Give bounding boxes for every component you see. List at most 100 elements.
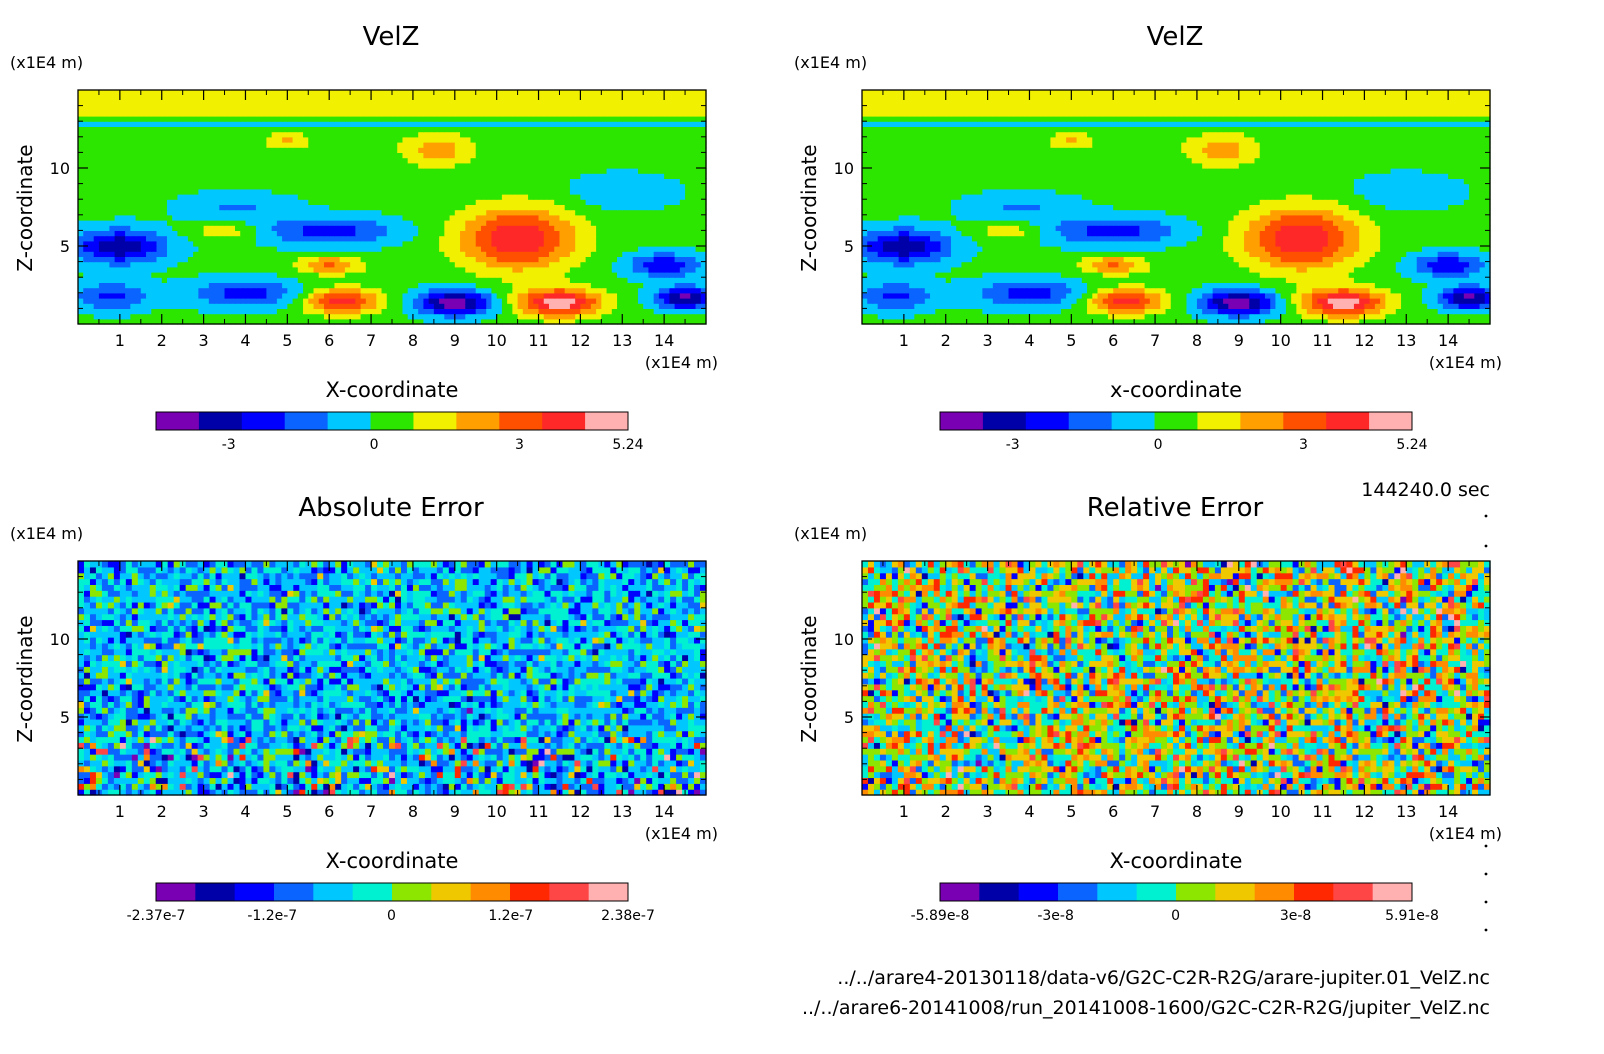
heatmap-cell [261, 199, 267, 205]
heatmap-cell [559, 178, 566, 185]
heatmap-cell [685, 277, 691, 283]
heatmap-cell [674, 188, 681, 195]
heatmap-cell [119, 116, 126, 122]
heatmap-cell [585, 116, 592, 122]
heatmap-cell [528, 266, 534, 273]
heatmap-cell [203, 287, 210, 294]
heatmap-cell [632, 292, 639, 299]
heatmap-cell [480, 318, 487, 325]
heatmap-cell [313, 318, 320, 325]
heatmap-cell [282, 214, 288, 221]
heatmap-cell [585, 214, 592, 221]
heatmap-cell [350, 209, 356, 216]
heatmap-cell [119, 266, 126, 273]
heatmap-cell [344, 298, 351, 304]
heatmap-cell [119, 183, 126, 190]
heatmap-cell [685, 121, 691, 127]
heatmap-cell [679, 157, 686, 164]
heatmap-cell [407, 282, 414, 289]
heatmap-cell [282, 246, 288, 252]
heatmap-cell [486, 162, 493, 169]
heatmap-cell [224, 313, 231, 320]
heatmap-cell [470, 126, 477, 133]
heatmap-cell [549, 318, 555, 325]
heatmap-cell [533, 152, 540, 159]
heatmap-cell [543, 204, 550, 211]
heatmap-cell [637, 142, 644, 148]
heatmap-cell [465, 199, 472, 205]
heatmap-cell [365, 204, 372, 211]
heatmap-cell [606, 157, 613, 164]
heatmap-cell [313, 240, 320, 247]
heatmap-cell [433, 157, 440, 164]
heatmap-cell [303, 105, 309, 112]
heatmap-cell [444, 188, 451, 195]
heatmap-cell [501, 251, 508, 257]
heatmap-cell [648, 266, 655, 273]
heatmap-cell [449, 209, 456, 216]
heatmap-cell [203, 266, 210, 273]
heatmap-cell [329, 282, 336, 289]
heatmap-cell [287, 194, 294, 200]
heatmap-cell [507, 199, 513, 205]
heatmap-cell [538, 272, 545, 278]
heatmap-cell [480, 142, 487, 148]
heatmap-cell [480, 131, 487, 138]
heatmap-cell [611, 277, 618, 283]
heatmap-cell [658, 313, 665, 320]
heatmap-cell [114, 230, 121, 237]
heatmap-cell [214, 204, 220, 211]
heatmap-cell [460, 121, 466, 127]
heatmap-cell [350, 121, 356, 127]
heatmap-cell [214, 261, 220, 268]
heatmap-cell [470, 162, 477, 169]
heatmap-cell [365, 142, 372, 148]
heatmap-cell [611, 147, 618, 153]
heatmap-cell [282, 131, 288, 138]
heatmap-cell [240, 126, 247, 133]
heatmap-cell [397, 318, 404, 325]
heatmap-cell [418, 110, 424, 117]
heatmap-cell [308, 313, 315, 320]
heatmap-cell [303, 277, 309, 283]
heatmap-cell [617, 235, 623, 242]
heatmap-cell [334, 277, 341, 283]
heatmap-cell [360, 131, 367, 138]
heatmap-cell [664, 214, 670, 221]
heatmap-cell [653, 308, 660, 315]
heatmap-cell [303, 251, 309, 257]
heatmap-cell [266, 188, 273, 195]
heatmap-cell [271, 147, 278, 153]
heatmap-cell [282, 204, 288, 211]
heatmap-cell [125, 287, 131, 294]
heatmap-cell [627, 173, 634, 179]
heatmap-cell [140, 230, 147, 237]
heatmap-cell [543, 110, 550, 117]
heatmap-cell [522, 256, 529, 263]
heatmap-cell [690, 318, 697, 325]
heatmap-cell [282, 188, 288, 195]
heatmap-cell [255, 209, 262, 216]
heatmap-cell [135, 142, 142, 148]
heatmap-cell [376, 126, 383, 133]
heatmap-cell [308, 272, 315, 278]
heatmap-cell [569, 303, 576, 309]
heatmap-cell [308, 157, 315, 164]
heatmap-cell [161, 194, 168, 200]
heatmap-cell [397, 240, 404, 247]
heatmap-cell [360, 142, 367, 148]
heatmap-cell [601, 126, 608, 133]
heatmap-cell [245, 204, 252, 211]
heatmap-cell [271, 313, 278, 320]
heatmap-cell [700, 318, 707, 325]
heatmap-cell [549, 287, 555, 294]
heatmap-cell [386, 256, 393, 263]
heatmap-cell [658, 194, 665, 200]
heatmap-cell [700, 121, 707, 127]
heatmap-cell [198, 251, 205, 257]
heatmap-cell [151, 188, 158, 195]
heatmap-cell [182, 183, 189, 190]
heatmap-cell [653, 162, 660, 169]
heatmap-cell [496, 266, 503, 273]
heatmap-cell [334, 194, 341, 200]
